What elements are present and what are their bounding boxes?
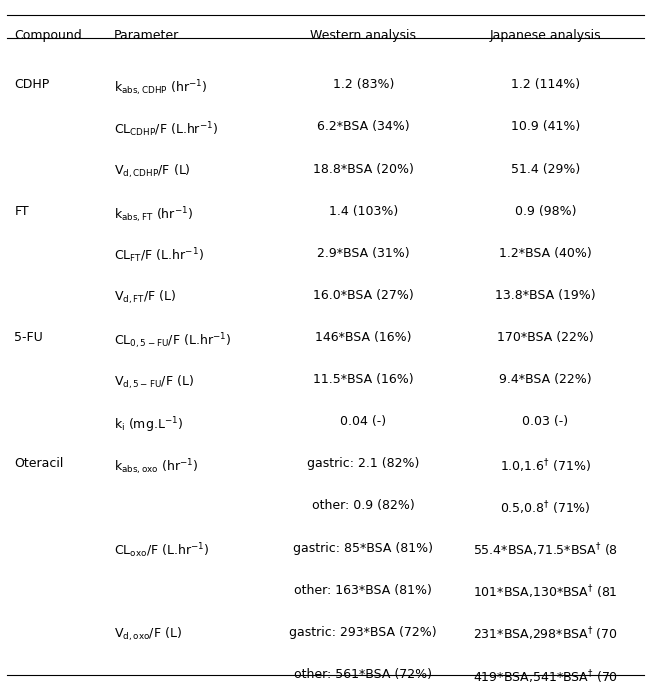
Text: 0.03 (-): 0.03 (-) bbox=[523, 415, 568, 428]
Text: CDHP: CDHP bbox=[14, 78, 49, 91]
Text: V$_{\mathregular{d,5-FU}}$/F (L): V$_{\mathregular{d,5-FU}}$/F (L) bbox=[114, 373, 194, 390]
Text: CL$_{\mathregular{FT}}$/F (L.hr$^{-1}$): CL$_{\mathregular{FT}}$/F (L.hr$^{-1}$) bbox=[114, 247, 204, 265]
Text: 51.4 (29%): 51.4 (29%) bbox=[511, 163, 580, 176]
Text: FT: FT bbox=[14, 205, 29, 218]
Text: 2.9*BSA (31%): 2.9*BSA (31%) bbox=[317, 247, 409, 260]
Text: 1.2 (114%): 1.2 (114%) bbox=[511, 78, 580, 91]
Text: CL$_{\mathregular{oxo}}$/F (L.hr$^{-1}$): CL$_{\mathregular{oxo}}$/F (L.hr$^{-1}$) bbox=[114, 541, 210, 561]
Text: 101*BSA,130*BSA$^{\dagger}$ (81: 101*BSA,130*BSA$^{\dagger}$ (81 bbox=[473, 584, 618, 601]
Text: 18.8*BSA (20%): 18.8*BSA (20%) bbox=[313, 163, 413, 176]
Text: k$_{\mathregular{i}}$ (mg.L$^{-1}$): k$_{\mathregular{i}}$ (mg.L$^{-1}$) bbox=[114, 415, 183, 435]
Text: gastric: 2.1 (82%): gastric: 2.1 (82%) bbox=[307, 458, 419, 471]
Text: V$_{\mathregular{d,CDHP}}$/F (L): V$_{\mathregular{d,CDHP}}$/F (L) bbox=[114, 163, 191, 180]
Text: 1.2 (83%): 1.2 (83%) bbox=[333, 78, 394, 91]
Text: k$_{\mathregular{abs,CDHP}}$ (hr$^{-1}$): k$_{\mathregular{abs,CDHP}}$ (hr$^{-1}$) bbox=[114, 78, 208, 98]
Text: Japanese analysis: Japanese analysis bbox=[490, 29, 602, 42]
Text: 419*BSA,541*BSA$^{\dagger}$ (70: 419*BSA,541*BSA$^{\dagger}$ (70 bbox=[473, 668, 618, 686]
Text: CL$_{\mathregular{0,5-FU}}$/F (L.hr$^{-1}$): CL$_{\mathregular{0,5-FU}}$/F (L.hr$^{-1… bbox=[114, 331, 231, 351]
Text: gastric: 85*BSA (81%): gastric: 85*BSA (81%) bbox=[293, 541, 434, 554]
Text: 0.9 (98%): 0.9 (98%) bbox=[515, 205, 576, 218]
Text: other: 561*BSA (72%): other: 561*BSA (72%) bbox=[294, 668, 432, 681]
Text: 16.0*BSA (27%): 16.0*BSA (27%) bbox=[313, 289, 413, 302]
Text: 231*BSA,298*BSA$^{\dagger}$ (70: 231*BSA,298*BSA$^{\dagger}$ (70 bbox=[473, 626, 618, 644]
Text: 11.5*BSA (16%): 11.5*BSA (16%) bbox=[313, 373, 413, 386]
Text: gastric: 293*BSA (72%): gastric: 293*BSA (72%) bbox=[290, 626, 437, 639]
Text: Compound: Compound bbox=[14, 29, 82, 42]
Text: 1.4 (103%): 1.4 (103%) bbox=[329, 205, 398, 218]
Text: Oteracil: Oteracil bbox=[14, 458, 64, 471]
Text: 170*BSA (22%): 170*BSA (22%) bbox=[497, 331, 594, 344]
Text: 13.8*BSA (19%): 13.8*BSA (19%) bbox=[495, 289, 596, 302]
Text: V$_{\mathregular{d,FT}}$/F (L): V$_{\mathregular{d,FT}}$/F (L) bbox=[114, 289, 176, 306]
Text: 10.9 (41%): 10.9 (41%) bbox=[511, 120, 580, 133]
Text: other: 163*BSA (81%): other: 163*BSA (81%) bbox=[294, 584, 432, 597]
Text: k$_{\mathregular{abs,oxo}}$ (hr$^{-1}$): k$_{\mathregular{abs,oxo}}$ (hr$^{-1}$) bbox=[114, 458, 199, 477]
Text: 9.4*BSA (22%): 9.4*BSA (22%) bbox=[499, 373, 592, 386]
Text: 6.2*BSA (34%): 6.2*BSA (34%) bbox=[317, 120, 409, 133]
Text: 1.0,1.6$^{\dagger}$ (71%): 1.0,1.6$^{\dagger}$ (71%) bbox=[500, 458, 591, 475]
Text: Parameter: Parameter bbox=[114, 29, 179, 42]
Text: CL$_{\mathregular{CDHP}}$/F (L.hr$^{-1}$): CL$_{\mathregular{CDHP}}$/F (L.hr$^{-1}$… bbox=[114, 120, 218, 139]
Text: V$_{\mathregular{d,oxo}}$/F (L): V$_{\mathregular{d,oxo}}$/F (L) bbox=[114, 626, 182, 643]
Text: other: 0.9 (82%): other: 0.9 (82%) bbox=[312, 499, 415, 513]
Text: k$_{\mathregular{abs,FT}}$ (hr$^{-1}$): k$_{\mathregular{abs,FT}}$ (hr$^{-1}$) bbox=[114, 205, 193, 225]
Text: Western analysis: Western analysis bbox=[311, 29, 416, 42]
Text: 146*BSA (16%): 146*BSA (16%) bbox=[315, 331, 411, 344]
Text: 1.2*BSA (40%): 1.2*BSA (40%) bbox=[499, 247, 592, 260]
Text: 55.4*BSA,71.5*BSA$^{\dagger}$ (8: 55.4*BSA,71.5*BSA$^{\dagger}$ (8 bbox=[473, 541, 618, 559]
Text: 5-FU: 5-FU bbox=[14, 331, 43, 344]
Text: 0.04 (-): 0.04 (-) bbox=[340, 415, 386, 428]
Text: 0.5,0.8$^{\dagger}$ (71%): 0.5,0.8$^{\dagger}$ (71%) bbox=[500, 499, 591, 517]
